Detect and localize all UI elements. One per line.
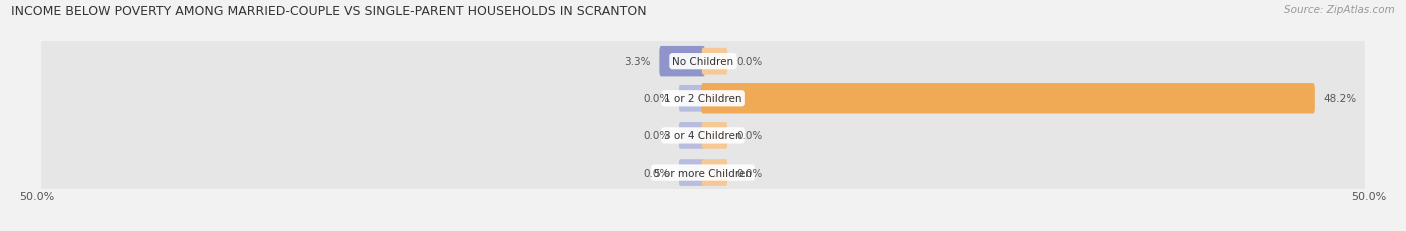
- Text: 50.0%: 50.0%: [20, 191, 55, 201]
- FancyBboxPatch shape: [702, 49, 727, 75]
- Text: 0.0%: 0.0%: [644, 131, 671, 141]
- Text: 3.3%: 3.3%: [624, 57, 651, 67]
- Text: INCOME BELOW POVERTY AMONG MARRIED-COUPLE VS SINGLE-PARENT HOUSEHOLDS IN SCRANTO: INCOME BELOW POVERTY AMONG MARRIED-COUPL…: [11, 5, 647, 18]
- FancyBboxPatch shape: [41, 147, 1365, 198]
- FancyBboxPatch shape: [41, 110, 1365, 161]
- FancyBboxPatch shape: [679, 85, 704, 112]
- Text: 0.0%: 0.0%: [735, 168, 762, 178]
- Text: 48.2%: 48.2%: [1323, 94, 1357, 104]
- FancyBboxPatch shape: [702, 159, 727, 186]
- FancyBboxPatch shape: [679, 159, 704, 186]
- FancyBboxPatch shape: [41, 73, 1365, 124]
- FancyBboxPatch shape: [702, 122, 727, 149]
- FancyBboxPatch shape: [41, 36, 1365, 87]
- FancyBboxPatch shape: [702, 84, 1315, 114]
- Text: 5 or more Children: 5 or more Children: [654, 168, 752, 178]
- Text: No Children: No Children: [672, 57, 734, 67]
- Text: 0.0%: 0.0%: [735, 131, 762, 141]
- Text: Source: ZipAtlas.com: Source: ZipAtlas.com: [1284, 5, 1395, 15]
- Text: 3 or 4 Children: 3 or 4 Children: [664, 131, 742, 141]
- Text: 1 or 2 Children: 1 or 2 Children: [664, 94, 742, 104]
- FancyBboxPatch shape: [659, 47, 704, 77]
- Text: 0.0%: 0.0%: [644, 168, 671, 178]
- FancyBboxPatch shape: [679, 122, 704, 149]
- Text: 0.0%: 0.0%: [735, 57, 762, 67]
- Text: 0.0%: 0.0%: [644, 94, 671, 104]
- Text: 50.0%: 50.0%: [1351, 191, 1386, 201]
